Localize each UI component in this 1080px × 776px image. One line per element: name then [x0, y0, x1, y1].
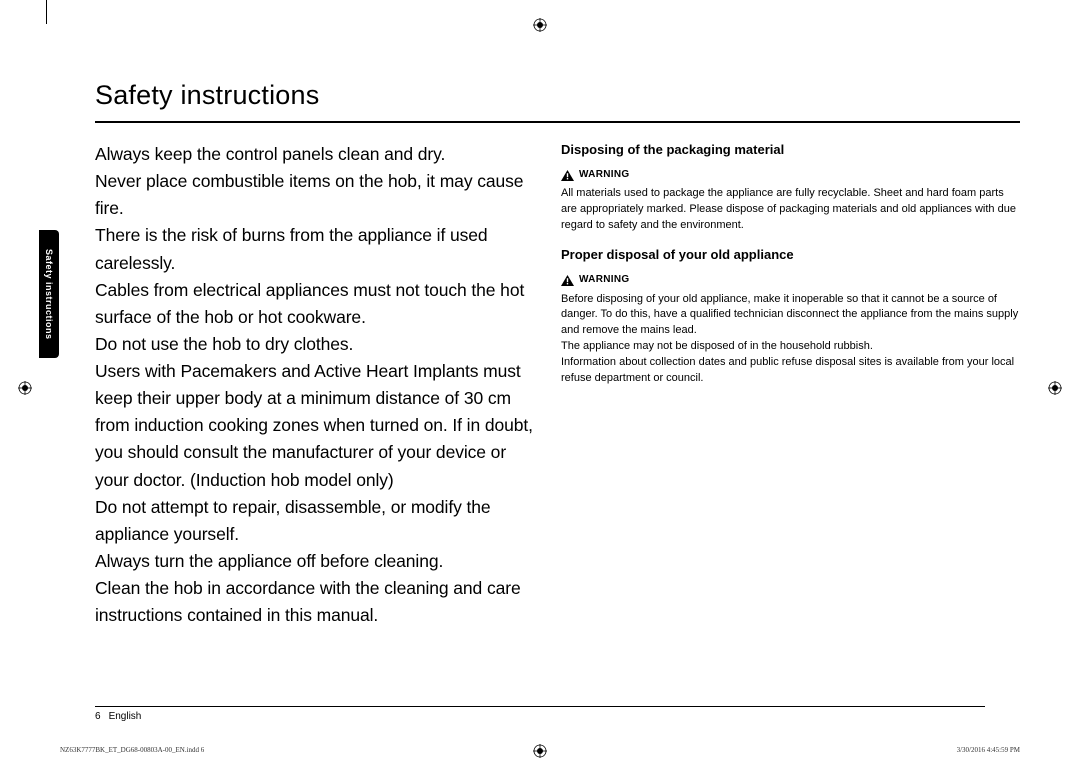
registration-mark-icon: [1048, 381, 1062, 395]
section-tab-label: Safety instructions: [44, 249, 54, 340]
columns: Always keep the control panels clean and…: [95, 141, 1020, 629]
registration-mark-icon: [533, 18, 547, 32]
disposal-packaging-heading: Disposing of the packaging material: [561, 141, 1020, 160]
disposal-appliance-body: Before disposing of your old appliance, …: [561, 292, 1020, 388]
safety-paragraph: Always keep the control panels clean and…: [95, 141, 543, 168]
imprint-timestamp: 3/30/2016 4:45:59 PM: [957, 746, 1020, 754]
title-rule: [95, 121, 1020, 123]
page-content: Safety instructions Always keep the cont…: [95, 80, 1020, 629]
disposal-packaging-body: All materials used to package the applia…: [561, 186, 1020, 234]
page-number: 6: [95, 711, 101, 722]
disposal-appliance-heading: Proper disposal of your old appliance: [561, 246, 1020, 265]
registration-mark-icon: [18, 381, 32, 395]
safety-paragraph: There is the risk of burns from the appl…: [95, 222, 543, 276]
imprint-filename: NZ63K7777BK_ET_DG68-00803A-00_EN.indd 6: [60, 746, 204, 754]
safety-paragraph: Never place combustible items on the hob…: [95, 168, 543, 222]
body-text: The appliance may not be disposed of in …: [561, 339, 1020, 355]
crop-mark: [46, 0, 47, 24]
footer-language: English: [109, 711, 142, 722]
safety-paragraph: Users with Pacemakers and Active Heart I…: [95, 358, 543, 494]
warning-icon: [561, 275, 574, 286]
safety-paragraph: Do not attempt to repair, disassemble, o…: [95, 494, 543, 548]
warning-icon: [561, 170, 574, 181]
safety-paragraph: Clean the hob in accordance with the cle…: [95, 575, 543, 629]
section-tab: Safety instructions: [39, 230, 59, 358]
warning-label: WARNING: [579, 273, 629, 288]
safety-paragraph: Do not use the hob to dry clothes.: [95, 331, 543, 358]
left-column: Always keep the control panels clean and…: [95, 141, 543, 629]
warning-label: WARNING: [579, 168, 629, 183]
body-text: Before disposing of your old appliance, …: [561, 292, 1020, 340]
safety-paragraph: Always turn the appliance off before cle…: [95, 548, 543, 575]
right-column: Disposing of the packaging material WARN…: [561, 141, 1020, 629]
warning-row: WARNING: [561, 168, 1020, 183]
page-title: Safety instructions: [95, 80, 1020, 111]
imprint-line: NZ63K7777BK_ET_DG68-00803A-00_EN.indd 6 …: [60, 746, 1020, 754]
body-text: Information about collection dates and p…: [561, 355, 1020, 387]
warning-row: WARNING: [561, 273, 1020, 288]
page-footer: 6 English: [95, 706, 985, 722]
safety-paragraph: Cables from electrical appliances must n…: [95, 277, 543, 331]
